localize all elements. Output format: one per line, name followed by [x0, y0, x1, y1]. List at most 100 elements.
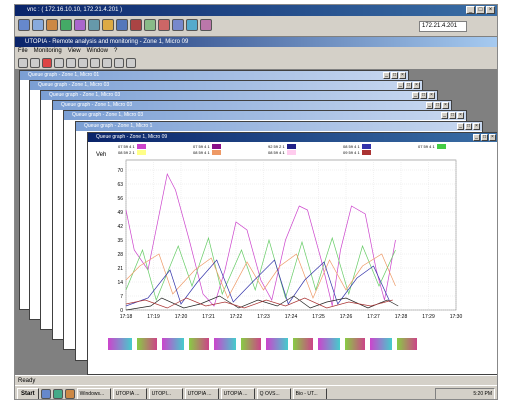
- print-icon[interactable]: [114, 58, 124, 68]
- x-tick-label: 17:18: [120, 314, 133, 320]
- clipboard-icon[interactable]: [186, 19, 198, 31]
- maximize-icon[interactable]: □: [465, 123, 472, 130]
- legend-swatch: [436, 144, 446, 149]
- disconnect-icon[interactable]: [130, 19, 142, 31]
- quicklaunch-icon[interactable]: [52, 388, 63, 399]
- screen-icon[interactable]: [32, 19, 44, 31]
- close-icon[interactable]: ×: [489, 134, 496, 141]
- menu-window[interactable]: Window: [86, 48, 108, 54]
- close-icon[interactable]: ×: [413, 82, 420, 89]
- x-tick-label: 17:26: [340, 314, 353, 320]
- x-tick-label: 17:19: [147, 314, 160, 320]
- x-tick-label: 17:27: [367, 314, 380, 320]
- maximize-icon[interactable]: □: [434, 102, 441, 109]
- task-button[interactable]: Bio - UT...: [292, 387, 327, 399]
- x-tick-label: 17:29: [422, 314, 435, 320]
- open-icon[interactable]: [30, 58, 40, 68]
- minimize-icon[interactable]: _: [383, 72, 390, 79]
- legend-swatch: [286, 150, 296, 155]
- fullscreen-icon[interactable]: [172, 19, 184, 31]
- close-icon[interactable]: ×: [399, 72, 406, 79]
- close-icon[interactable]: ×: [457, 112, 464, 119]
- series-line: [125, 172, 396, 307]
- maximize-icon[interactable]: □: [481, 134, 488, 141]
- ip-address-field[interactable]: 172.21.4.201: [419, 21, 467, 32]
- connect-icon[interactable]: [18, 19, 30, 31]
- minimize-icon[interactable]: _: [466, 6, 475, 14]
- maximize-icon[interactable]: □: [476, 6, 485, 14]
- strip-cell: [266, 338, 288, 350]
- close-icon[interactable]: ×: [486, 6, 495, 14]
- maximize-icon[interactable]: □: [449, 112, 456, 119]
- task-button[interactable]: UTOPI...: [148, 387, 183, 399]
- menu-monitoring[interactable]: Monitoring: [33, 48, 62, 54]
- queue-window-title: Queue graph - Zone 1, Micro 03: [30, 81, 422, 90]
- maximize-icon[interactable]: □: [391, 72, 398, 79]
- close-icon[interactable]: ×: [473, 123, 480, 130]
- graph-icon[interactable]: [42, 58, 52, 68]
- info-icon[interactable]: [144, 19, 156, 31]
- pointer-icon[interactable]: [78, 58, 88, 68]
- zoom-icon[interactable]: [158, 19, 170, 31]
- transfer-icon[interactable]: [88, 19, 100, 31]
- menu-bar: File Monitoring View Window ?: [15, 47, 497, 56]
- zoom-in-icon[interactable]: [54, 58, 64, 68]
- legend-label: 07 59 4 1: [193, 144, 210, 149]
- minimize-icon[interactable]: _: [412, 92, 419, 99]
- options-icon[interactable]: [46, 19, 58, 31]
- legend-entry: 08 59 2 1: [118, 150, 146, 155]
- queue-graph-title: Queue graph - Zone 1, Micro 09: [88, 133, 497, 142]
- legend-entry: 08 59 4 1: [193, 150, 221, 155]
- menu-file[interactable]: File: [18, 48, 28, 54]
- window-icon[interactable]: [116, 19, 128, 31]
- legend-label: 08 59 2 1: [118, 150, 135, 155]
- legend-swatch: [211, 144, 221, 149]
- search-icon[interactable]: [90, 58, 100, 68]
- key-icon[interactable]: [102, 19, 114, 31]
- vnc-screen: vnc : ( 172.16.10.10, 172.21.4.201 ) _ □…: [14, 4, 498, 400]
- minimize-icon[interactable]: _: [426, 102, 433, 109]
- quicklaunch-icon[interactable]: [64, 388, 75, 399]
- x-tick-label: 17:25: [312, 314, 325, 320]
- queue-graph-window[interactable]: Queue graph - Zone 1, Micro 09 _ □ × 07 …: [87, 132, 497, 375]
- legend-entry: 07 59 4 1: [118, 144, 146, 149]
- new-icon[interactable]: [18, 58, 28, 68]
- task-button[interactable]: UTOPIA ...: [112, 387, 147, 399]
- menu-help[interactable]: ?: [113, 48, 118, 54]
- task-button[interactable]: Q OVS...: [256, 387, 291, 399]
- close-icon[interactable]: ×: [428, 92, 435, 99]
- task-button[interactable]: UTOPIA ...: [220, 387, 255, 399]
- menu-view[interactable]: View: [67, 48, 81, 54]
- bottom-status-strip: [108, 338, 488, 350]
- y-tick-label: 70: [117, 168, 123, 174]
- maximize-icon[interactable]: □: [405, 82, 412, 89]
- minimize-icon[interactable]: _: [473, 134, 480, 141]
- strip-cell: [293, 338, 313, 350]
- quicklaunch-icon[interactable]: [40, 388, 51, 399]
- maximize-icon[interactable]: □: [420, 92, 427, 99]
- strip-cell: [370, 338, 392, 350]
- minimize-icon[interactable]: _: [441, 112, 448, 119]
- start-button[interactable]: Start: [17, 387, 39, 399]
- x-tick-label: 17:20: [175, 314, 188, 320]
- ctrl-alt-del-icon[interactable]: [74, 19, 86, 31]
- status-bar: Ready: [15, 375, 497, 385]
- chart-icon[interactable]: [102, 58, 112, 68]
- chat-icon[interactable]: [200, 19, 212, 31]
- close-icon[interactable]: ×: [442, 102, 449, 109]
- y-tick-label: 21: [117, 266, 123, 272]
- minimize-icon[interactable]: _: [397, 82, 404, 89]
- task-button[interactable]: UTOPIA ...: [184, 387, 219, 399]
- queue-window-title: Queue graph - Zone 1, Micro 1: [76, 122, 482, 131]
- minimize-icon[interactable]: _: [457, 123, 464, 130]
- zoom-out-icon[interactable]: [66, 58, 76, 68]
- refresh-icon[interactable]: [60, 19, 72, 31]
- app-title-bar[interactable]: UTOPIA - Remote analysis and monitoring …: [15, 37, 497, 47]
- series-line: [125, 297, 393, 309]
- series-line: [125, 259, 391, 307]
- clock: 5:20 PM: [473, 391, 492, 397]
- y-axis-label: Veh: [96, 152, 107, 158]
- vnc-title-bar[interactable]: vnc : ( 172.16.10.10, 172.21.4.201 ) _ □…: [15, 5, 497, 16]
- help-icon[interactable]: [126, 58, 136, 68]
- task-button[interactable]: Windows...: [76, 387, 111, 399]
